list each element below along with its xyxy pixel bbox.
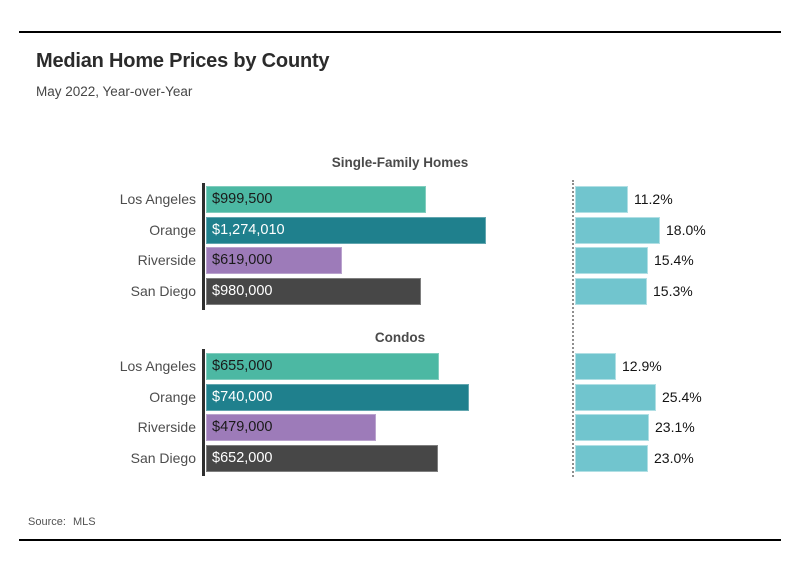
- category-label: Orange: [149, 389, 196, 405]
- percent-axis: [572, 180, 574, 477]
- percent-bar: [575, 445, 648, 472]
- category-label: San Diego: [130, 450, 196, 466]
- price-value-label: $479,000: [212, 419, 273, 435]
- price-bar: $740,000: [206, 384, 469, 411]
- percent-bar: [575, 217, 660, 244]
- page-title: Median Home Prices by County: [36, 50, 330, 72]
- price-bar: $1,274,010: [206, 217, 486, 244]
- percent-value-label: 23.1%: [655, 419, 695, 435]
- section-title-single-family-homes: Single-Family Homes: [331, 155, 469, 170]
- price-value-label: $740,000: [212, 389, 273, 405]
- bars-single-family: Los Angeles $999,500 11.2% Orange $1,274,010…: [0, 186, 800, 311]
- percent-value-label: 12.9%: [622, 358, 662, 374]
- bar-row: Los Angeles $655,000 12.9%: [0, 353, 800, 380]
- price-value-label: $619,000: [212, 252, 273, 268]
- bar-row: Los Angeles $999,500 11.2%: [0, 186, 800, 213]
- bars-condos: Los Angeles $655,000 12.9% Orange $740,000 25…: [0, 353, 800, 478]
- page-subtitle: May 2022, Year-over-Year: [36, 84, 193, 99]
- price-bar: $999,500: [206, 186, 426, 213]
- percent-value-label: 11.2%: [634, 191, 673, 207]
- bar-row: San Diego $652,000 23.0%: [0, 445, 800, 472]
- price-value-label: $980,000: [212, 283, 273, 299]
- percent-bar: [575, 384, 656, 411]
- price-value-label: $652,000: [212, 450, 273, 466]
- price-axis-condos: [202, 349, 205, 476]
- price-value-label: $1,274,010: [212, 222, 285, 238]
- category-label: San Diego: [130, 283, 196, 299]
- category-label: Los Angeles: [119, 191, 196, 207]
- bar-row: Riverside $619,000 15.4%: [0, 247, 800, 274]
- price-bar: $479,000: [206, 414, 376, 441]
- percent-bar: [575, 414, 649, 441]
- percent-value-label: 15.3%: [653, 283, 693, 299]
- percent-bar: [575, 353, 616, 380]
- bar-row: Orange $1,274,010 18.0%: [0, 217, 800, 244]
- price-bar: $619,000: [206, 247, 342, 274]
- category-label: Los Angeles: [119, 358, 196, 374]
- percent-value-label: 23.0%: [654, 450, 694, 466]
- price-bar: $652,000: [206, 445, 438, 472]
- top-rule: [19, 31, 781, 33]
- price-value-label: $655,000: [212, 358, 273, 374]
- source-label: Source:: [28, 516, 66, 528]
- percent-value-label: 15.4%: [654, 252, 694, 268]
- price-value-label: $999,500: [212, 191, 273, 207]
- price-bar: $980,000: [206, 278, 421, 305]
- category-label: Orange: [149, 222, 196, 238]
- price-axis-single-family: [202, 183, 205, 310]
- bar-row: Orange $740,000 25.4%: [0, 384, 800, 411]
- bar-row: Riverside $479,000 23.1%: [0, 414, 800, 441]
- percent-bar: [575, 247, 648, 274]
- bottom-rule: [19, 539, 781, 541]
- section-title-condos: Condos: [374, 330, 426, 345]
- category-label: Riverside: [137, 252, 196, 268]
- source-value: MLS: [72, 516, 96, 528]
- percent-value-label: 25.4%: [662, 389, 702, 405]
- bar-row: San Diego $980,000 15.3%: [0, 278, 800, 305]
- source-note: Source: MLS: [28, 516, 96, 528]
- price-bar: $655,000: [206, 353, 439, 380]
- percent-value-label: 18.0%: [666, 222, 706, 238]
- percent-bar: [575, 278, 647, 305]
- percent-bar: [575, 186, 628, 213]
- category-label: Riverside: [137, 419, 196, 435]
